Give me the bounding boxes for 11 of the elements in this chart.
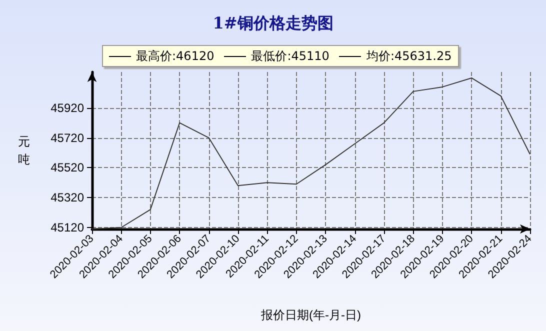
chart-title: 1#铜价格走势图 (212, 14, 334, 32)
text: 最高价:46120 (136, 48, 214, 64)
text: 最低价:45110 (251, 48, 330, 64)
y-tick-label: 45120 (50, 220, 84, 235)
y-axis-title: 元吨 (18, 134, 30, 166)
y-tick-label: 45720 (50, 130, 84, 145)
x-axis-title: 报价日期(年-月-日) (260, 308, 361, 322)
y-tick-label: 45920 (50, 100, 84, 115)
y-tick-label: 45320 (50, 190, 84, 205)
y-tick-label: 45520 (50, 160, 84, 175)
text: 均价:45631.25 (366, 48, 452, 64)
